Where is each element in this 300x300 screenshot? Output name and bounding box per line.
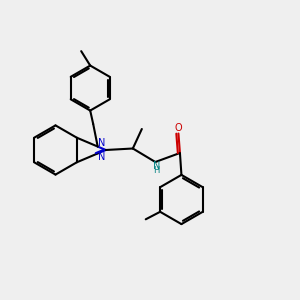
Text: N: N bbox=[98, 152, 105, 162]
Text: O: O bbox=[175, 123, 182, 134]
Text: H: H bbox=[153, 166, 160, 175]
Text: N: N bbox=[153, 160, 160, 171]
Text: N: N bbox=[98, 138, 105, 148]
